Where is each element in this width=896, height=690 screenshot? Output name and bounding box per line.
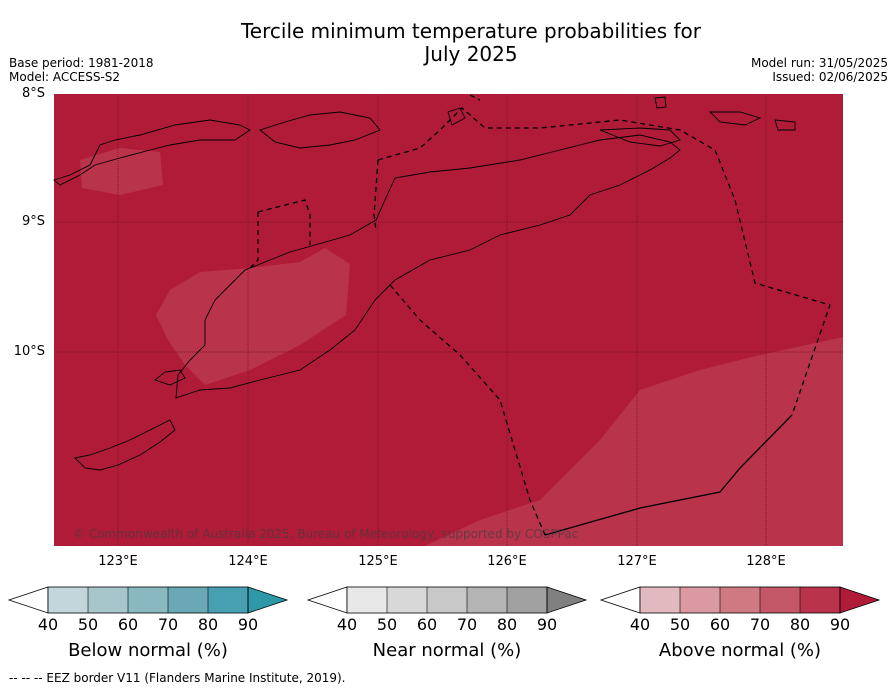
model-name: Model: ACCESS-S2 — [9, 70, 121, 84]
alor-coast — [259, 111, 381, 149]
colorbar-above-normal — [599, 586, 881, 614]
colorbar-segment — [427, 587, 467, 613]
title-line-2: July 2025 — [424, 42, 518, 66]
colorbar-tick-label: 90 — [829, 615, 851, 634]
colorbar-tick-label: 90 — [237, 615, 259, 634]
colorbar-tick-label: 40 — [629, 615, 651, 634]
colorbar-tick-label: 70 — [157, 615, 179, 634]
small-island-3 — [774, 119, 796, 131]
colorbar-tick-label: 90 — [536, 615, 558, 634]
eez-border-west — [249, 212, 259, 269]
colorbar-tick-label: 50 — [669, 615, 691, 634]
colorbar-tick-label: 80 — [197, 615, 219, 634]
colorbar-segment — [347, 587, 387, 613]
colorbar-segment — [507, 587, 547, 613]
probability-region-west — [156, 248, 350, 385]
eez-border-solid-segment — [544, 414, 793, 536]
colorbar-label-near: Near normal (%) — [372, 640, 522, 661]
colorbar-over-triangle — [546, 586, 588, 614]
flores-coast — [53, 119, 251, 186]
lon-label-125e: 125°E — [358, 554, 398, 569]
eez-border-center — [373, 159, 379, 231]
colorbar-under-triangle — [7, 586, 49, 614]
colorbar-tick-label: 40 — [37, 615, 59, 634]
colorbar-segment — [800, 587, 840, 613]
eez-border-top — [469, 94, 481, 101]
colorbar-below-normal — [7, 586, 289, 614]
colorbar-segment — [48, 587, 88, 613]
sawu-coast — [74, 419, 176, 471]
colorbar-tick-label: 50 — [376, 615, 398, 634]
rote-coast — [154, 369, 186, 386]
colorbar-outline — [47, 586, 249, 614]
model-info: Base period: 1981-2018 Model: ACCESS-S2 — [9, 56, 154, 84]
colorbar-tick-label: 80 — [496, 615, 518, 634]
model-run: Model run: 31/05/2025 — [750, 56, 888, 70]
lat-label-8s: 8°S — [21, 86, 45, 101]
gridlines — [54, 94, 843, 546]
colorbar-segment — [168, 587, 208, 613]
colorbar-segment — [208, 587, 248, 613]
lon-label-124e: 124°E — [228, 554, 268, 569]
timor-island-coast — [175, 134, 681, 399]
copyright-notice: © Commonwealth of Australia 2025, Bureau… — [73, 527, 579, 541]
colorbar-segment — [467, 587, 507, 613]
colorbar-outline — [346, 586, 548, 614]
issued-date: Issued: 02/06/2025 — [772, 70, 888, 84]
colorbar-segment — [760, 587, 800, 613]
lon-label-127e: 127°E — [617, 554, 657, 569]
coastlines — [53, 96, 796, 471]
colorbar-outline — [639, 586, 841, 614]
colorbar-tick-label: 80 — [789, 615, 811, 634]
colorbar-segment — [720, 587, 760, 613]
chart-title: Tercile minimum temperature probabilitie… — [0, 20, 896, 66]
small-island-4 — [447, 107, 466, 126]
small-island-1 — [654, 96, 667, 109]
colorbar-segment — [88, 587, 128, 613]
colorbar-under-triangle — [599, 586, 641, 614]
colorbar-label-below: Below normal (%) — [68, 640, 228, 661]
colorbar-tick-label: 60 — [117, 615, 139, 634]
footer-note: -- -- -- EEZ border V11 (Flanders Marine… — [9, 671, 346, 685]
run-info: Model run: 31/05/2025 Issued: 02/06/2025 — [751, 56, 888, 84]
colorbar-label-above: Above normal (%) — [658, 640, 822, 661]
colorbar-tick-label: 40 — [336, 615, 358, 634]
lon-label-123e: 123°E — [98, 554, 138, 569]
colorbar-tick-label: 60 — [416, 615, 438, 634]
lat-label-9s: 9°S — [21, 214, 45, 229]
probability-region-south — [425, 337, 843, 546]
colorbar-over-triangle — [247, 586, 289, 614]
eez-border-south — [389, 284, 546, 536]
colorbar-segment — [680, 587, 720, 613]
colorbar-under-triangle — [306, 586, 348, 614]
colorbar-tick-label: 70 — [749, 615, 771, 634]
colorbar-segment — [640, 587, 680, 613]
colorbar-near-normal — [306, 586, 588, 614]
colorbar-segment — [128, 587, 168, 613]
colorbar-segment — [387, 587, 427, 613]
probability-region-nw — [80, 148, 163, 195]
eez-border-north — [377, 107, 831, 416]
wetar-coast — [599, 127, 681, 147]
colorbar-tick-label: 50 — [77, 615, 99, 634]
eez-border-west-2 — [257, 199, 311, 245]
lon-label-126e: 126°E — [487, 554, 527, 569]
lon-label-128e: 128°E — [746, 554, 786, 569]
lat-label-10s: 10°S — [13, 344, 45, 359]
title-line-1: Tercile minimum temperature probabilitie… — [240, 19, 702, 43]
eez-borders — [249, 94, 831, 536]
colorbar-over-triangle — [839, 586, 881, 614]
small-island-2 — [708, 111, 762, 126]
colorbar-tick-label: 60 — [709, 615, 731, 634]
colorbar-tick-label: 70 — [456, 615, 478, 634]
base-period: Base period: 1981-2018 — [9, 56, 154, 70]
